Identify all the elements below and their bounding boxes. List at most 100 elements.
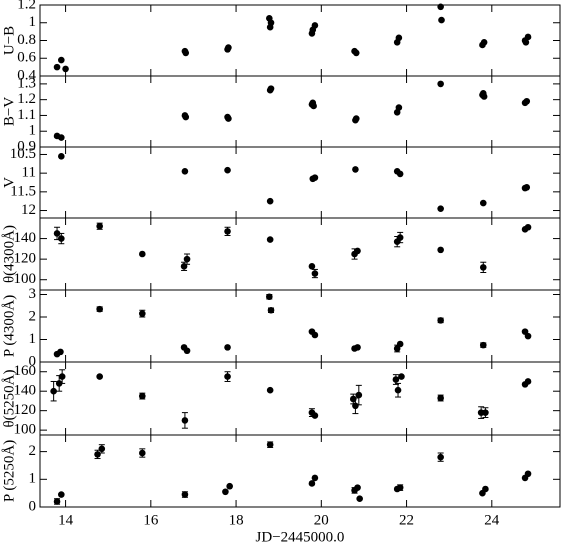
point xyxy=(96,373,103,380)
y-tick-label: 0.9 xyxy=(17,138,36,154)
point xyxy=(62,65,69,73)
y-tick-label: 0 xyxy=(29,498,37,514)
point xyxy=(524,223,532,231)
point xyxy=(266,386,274,394)
point xyxy=(58,134,65,141)
point xyxy=(58,56,65,64)
point xyxy=(395,104,403,111)
point xyxy=(96,222,103,230)
y-tick-label: 11 xyxy=(22,165,36,181)
point xyxy=(311,174,319,181)
point xyxy=(479,199,487,207)
point xyxy=(266,293,273,301)
point xyxy=(266,236,274,243)
point xyxy=(58,491,65,498)
point xyxy=(437,205,444,212)
y-tick-label: 1.1 xyxy=(17,107,36,123)
point xyxy=(226,482,233,490)
point xyxy=(53,230,61,237)
point xyxy=(523,184,531,191)
point xyxy=(311,474,319,482)
y-tick-label: 11.5 xyxy=(10,183,36,199)
point xyxy=(224,228,231,235)
point xyxy=(181,491,189,498)
point xyxy=(58,373,66,380)
point xyxy=(94,451,101,458)
y-tick-label: 140 xyxy=(14,383,37,399)
panel-frame xyxy=(39,289,561,363)
point xyxy=(224,166,231,174)
point xyxy=(480,93,488,100)
point xyxy=(181,167,189,175)
point xyxy=(267,19,275,27)
point xyxy=(311,331,319,339)
y-tick-label: 120 xyxy=(14,402,37,418)
y-tick-label: 1.2 xyxy=(17,91,36,107)
y-axis-label: θ(5250Å) xyxy=(1,369,17,427)
y-tick-label: 2 xyxy=(29,308,37,324)
point xyxy=(98,445,106,453)
y-tick-label: 1 xyxy=(29,471,37,487)
point xyxy=(352,115,360,122)
point xyxy=(480,38,488,46)
point xyxy=(524,378,532,385)
point xyxy=(57,348,64,356)
point xyxy=(352,402,359,410)
y-tick-label: 0.6 xyxy=(17,50,36,66)
point xyxy=(58,235,65,242)
point xyxy=(183,255,191,263)
point xyxy=(224,373,231,380)
point xyxy=(96,305,103,313)
y-tick-label: 3 xyxy=(29,286,37,302)
point xyxy=(267,85,275,92)
point xyxy=(395,34,403,42)
y-tick-label: 1.2 xyxy=(17,0,36,12)
point xyxy=(482,485,489,493)
point xyxy=(396,234,404,241)
x-tick-label: 20 xyxy=(314,512,329,528)
point xyxy=(50,387,57,395)
y-tick-label: 160 xyxy=(14,363,37,379)
point xyxy=(266,441,274,448)
x-tick-label: 18 xyxy=(229,512,244,528)
point xyxy=(479,264,487,271)
y-axis-label: P (5250Å) xyxy=(1,440,17,502)
point xyxy=(58,153,65,160)
point xyxy=(396,340,404,348)
y-tick-label: 120 xyxy=(14,251,37,267)
point xyxy=(267,306,275,314)
y-tick-label: 0.4 xyxy=(17,67,36,83)
point xyxy=(396,484,404,491)
y-axis-label: P (4300Å) xyxy=(1,295,17,357)
y-tick-label: 100 xyxy=(14,422,37,438)
panel-frame xyxy=(39,434,561,508)
point xyxy=(356,495,363,502)
point xyxy=(354,484,361,491)
point xyxy=(354,344,361,351)
point xyxy=(524,332,532,340)
x-tick-label: 24 xyxy=(484,512,500,528)
y-tick-label: 10.5 xyxy=(10,146,36,162)
y-tick-label: 1 xyxy=(29,14,37,30)
point xyxy=(396,170,404,178)
y-tick-label: 1 xyxy=(29,331,37,347)
point xyxy=(355,391,363,399)
panel-frame xyxy=(39,217,561,291)
point xyxy=(138,310,146,317)
point xyxy=(311,22,319,29)
point xyxy=(394,386,402,394)
point xyxy=(138,449,146,457)
point xyxy=(182,113,190,121)
y-axis-label: θ(4300Å) xyxy=(1,225,17,283)
point xyxy=(479,341,487,349)
point xyxy=(524,33,532,41)
y-tick-label: 0.8 xyxy=(17,32,36,48)
point xyxy=(438,16,445,24)
y-tick-label: 140 xyxy=(14,230,37,246)
x-tick-label: 16 xyxy=(143,512,159,528)
point xyxy=(522,38,530,46)
y-tick-label: 2 xyxy=(29,443,37,459)
y-axis-label: B−V xyxy=(1,97,17,126)
point xyxy=(311,412,319,419)
